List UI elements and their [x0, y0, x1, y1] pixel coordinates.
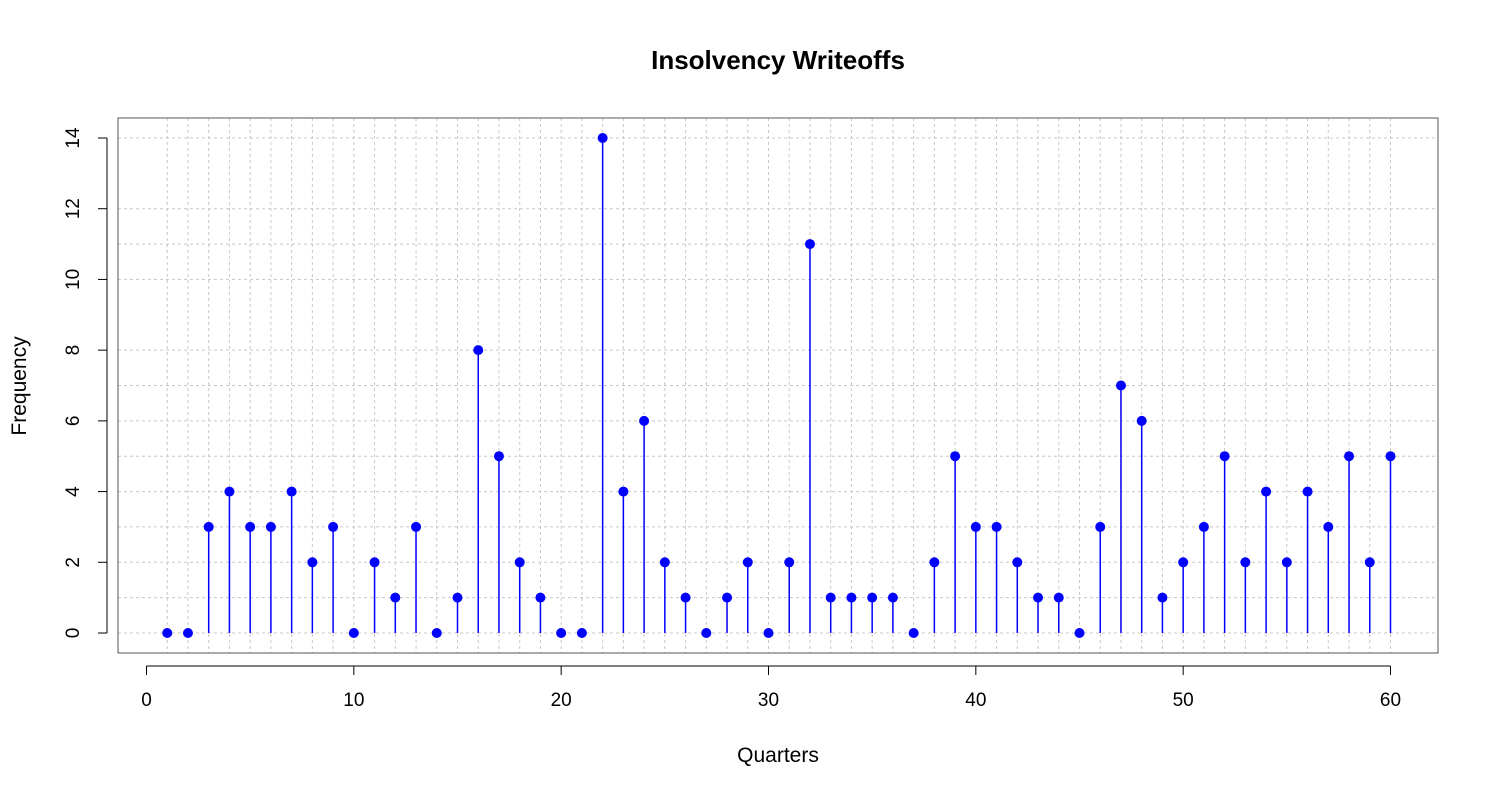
- data-point: [1074, 628, 1085, 638]
- data-point: [1033, 592, 1044, 603]
- data-point: [722, 592, 733, 603]
- data-point: [804, 239, 815, 250]
- points: [162, 133, 1396, 638]
- data-point: [1012, 557, 1023, 568]
- data-point: [846, 592, 857, 603]
- data-point: [763, 628, 774, 638]
- y-axis-label: Frequency: [8, 336, 31, 436]
- y-tick-label: 10: [63, 269, 84, 290]
- data-point: [887, 592, 898, 603]
- x-tick-label: 50: [1173, 690, 1194, 711]
- x-tick-label: 60: [1380, 690, 1401, 711]
- data-point: [265, 521, 276, 532]
- data-point: [576, 628, 587, 638]
- data-point: [1115, 380, 1126, 391]
- data-point: [556, 628, 567, 638]
- grid: [118, 118, 1438, 653]
- data-point: [1281, 557, 1292, 568]
- chart-title: Insolvency Writeoffs: [651, 45, 905, 75]
- data-point: [245, 521, 256, 532]
- plot-frame: [117, 117, 1439, 654]
- data-point: [950, 451, 961, 462]
- data-point: [597, 133, 608, 143]
- y-tick-label: 14: [63, 127, 84, 149]
- x-tick-label: 20: [551, 690, 572, 711]
- data-point: [970, 521, 981, 532]
- x-tick-label: 40: [965, 690, 986, 711]
- data-point: [825, 592, 836, 603]
- data-point: [514, 557, 525, 568]
- data-point: [182, 628, 193, 638]
- data-point: [701, 628, 712, 638]
- data-point: [639, 415, 650, 426]
- data-point: [659, 557, 670, 568]
- data-point: [473, 345, 484, 356]
- data-point: [1261, 486, 1272, 497]
- y-tick-label: 12: [63, 198, 84, 219]
- data-point: [1178, 557, 1189, 568]
- x-tick-label: 0: [141, 690, 152, 711]
- data-point: [203, 521, 214, 532]
- x-axis-label: Quarters: [737, 744, 819, 767]
- data-point: [929, 557, 940, 568]
- data-point: [1198, 521, 1209, 532]
- data-point: [1157, 592, 1168, 603]
- data-point: [784, 557, 795, 568]
- data-point: [680, 592, 691, 603]
- data-point: [348, 628, 359, 638]
- data-point: [1219, 451, 1230, 462]
- data-point: [369, 557, 380, 568]
- y-tick-label: 4: [63, 486, 84, 497]
- data-point: [1385, 451, 1396, 462]
- y-tick-label: 0: [63, 628, 84, 639]
- data-point: [224, 486, 235, 497]
- y-tick-label: 2: [63, 557, 84, 568]
- data-point: [908, 628, 919, 638]
- data-point: [867, 592, 878, 603]
- y-tick-label: 6: [63, 416, 84, 427]
- data-point: [328, 521, 339, 532]
- data-point: [390, 592, 401, 603]
- y-tick-label: 8: [63, 345, 84, 356]
- data-point: [742, 557, 753, 568]
- stems: [207, 138, 1392, 633]
- data-point: [411, 521, 422, 532]
- x-tick-label: 30: [758, 690, 779, 711]
- data-point: [991, 521, 1002, 532]
- data-point: [286, 486, 297, 497]
- data-point: [431, 628, 442, 638]
- data-point: [1323, 521, 1334, 532]
- x-tick-label: 10: [343, 690, 364, 711]
- data-point: [1053, 592, 1064, 603]
- data-point: [1344, 451, 1355, 462]
- data-point: [1240, 557, 1251, 568]
- data-point: [618, 486, 629, 497]
- data-point: [307, 557, 318, 568]
- data-point: [493, 451, 504, 462]
- data-point: [1364, 557, 1375, 568]
- x-axis: 0 10 20 30 40 50 60: [141, 665, 1401, 711]
- data-point: [1302, 486, 1313, 497]
- data-point: [452, 592, 463, 603]
- data-point: [535, 592, 546, 603]
- y-axis: 0 2 4 6 8 10 12 14: [63, 127, 108, 639]
- data-point: [162, 628, 173, 638]
- data-point: [1095, 521, 1106, 532]
- data-point: [1136, 415, 1147, 426]
